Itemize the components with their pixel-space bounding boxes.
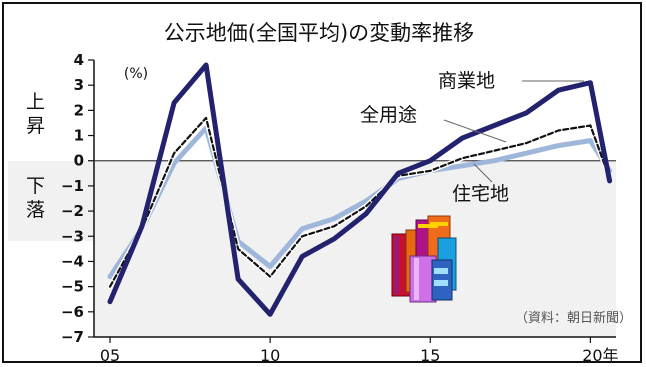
x-tick-label: 15 — [420, 346, 440, 365]
svg-text:下落: 下落 — [26, 175, 45, 221]
series-line-commercial — [107, 62, 613, 317]
series-label-commercial: 商業地 — [438, 70, 495, 92]
series-label-residential: 住宅地 — [452, 183, 509, 205]
side-label-down: 下落 — [26, 175, 45, 221]
side-label-up: 上昇 — [26, 91, 45, 137]
y-ticks: 4 3 2 1 0 −1 −2 −3 −4 −5 −6 −7 — [61, 51, 94, 346]
lower-panel — [94, 161, 616, 337]
source-label: （資料：朝日新聞） — [515, 310, 632, 326]
y-tick-label: −6 — [61, 303, 84, 321]
chart-frame: 公示地価(全国平均)の変動率推移 (%) 上昇 下落 4 3 2 1 0 −1 −2 −3 −4… — [2, 2, 642, 365]
y-tick-label: −7 — [61, 328, 84, 346]
y-tick-label: 1 — [74, 127, 84, 145]
series-lines — [107, 62, 613, 317]
svg-text:上昇: 上昇 — [26, 91, 45, 137]
y-tick-label: 4 — [74, 51, 84, 69]
series-line-all — [108, 116, 611, 288]
y-tick-label: −5 — [61, 278, 84, 296]
x-tick-label: 10 — [260, 346, 280, 365]
y-tick-label: 3 — [74, 76, 84, 94]
land-price-chart: 公示地価(全国平均)の変動率推移 (%) 上昇 下落 43210−1−2−3−4… — [8, 21, 632, 365]
series-label-all: 全用途 — [360, 104, 417, 126]
y-tick-label: −1 — [61, 177, 84, 195]
y-tick-label: −2 — [61, 202, 84, 220]
y-tick-label: 0 — [74, 152, 84, 170]
chart-title: 公示地価(全国平均)の変動率推移 — [164, 21, 474, 45]
x-tick-label: 05 — [100, 346, 120, 365]
y-tick-label: −4 — [61, 252, 84, 270]
series-line-residential — [107, 125, 613, 280]
y-tick-label: −3 — [61, 227, 84, 245]
y-tick-label: 2 — [74, 101, 84, 119]
lower-side-panel — [8, 161, 94, 241]
x-ticks: 05 10 15 20年 — [100, 337, 619, 365]
city-buildings-icon — [391, 215, 457, 303]
x-tick-label: 20年 — [582, 346, 618, 365]
unit-label: (%) — [124, 66, 148, 82]
